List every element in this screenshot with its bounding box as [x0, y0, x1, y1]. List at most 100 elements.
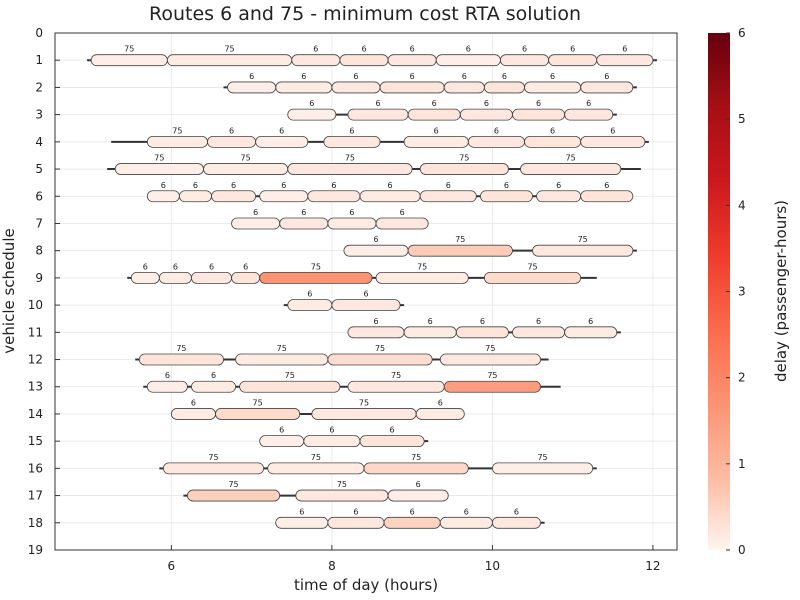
trip-route-label: 6 [410, 507, 415, 516]
trip-bar [375, 217, 429, 230]
trip-route-label: 6 [231, 181, 236, 190]
trip-route-label: 75 [417, 262, 427, 271]
trip-bar [207, 135, 257, 148]
trip-bar [339, 54, 389, 67]
x-tick-label: 8 [328, 559, 336, 573]
trip-bar [435, 54, 501, 67]
trip-route-label: 6 [388, 181, 393, 190]
trip-bar [500, 54, 549, 67]
trip-route-label: 75 [311, 262, 321, 271]
chart-title: Routes 6 and 75 - minimum cost RTA solut… [149, 3, 581, 25]
schedule-bars: 75 75 6 6 6 6 6 6 6 6 6 6 6 6 6 6 6 6 6 6 6 6 6 75 6 6 6 6 6 6 6 75 75 75… [87, 45, 657, 529]
trip-route-label: 6 [373, 235, 378, 244]
y-tick-label: 8 [35, 244, 43, 258]
trip-route-label: 6 [279, 126, 284, 135]
trip-bar [191, 380, 236, 393]
trip-route-label: 75 [578, 235, 588, 244]
trip-bar [114, 163, 204, 175]
y-tick-label: 1 [35, 53, 43, 67]
y-tick-label: 0 [35, 26, 43, 40]
trip-bar [295, 489, 389, 502]
trip-bar [407, 244, 513, 257]
trip-route-label: 6 [173, 262, 178, 271]
trip-route-label: 75 [527, 262, 537, 271]
trip-bar [235, 353, 329, 366]
trip-bar [291, 54, 341, 67]
trip-route-label: 6 [331, 181, 336, 190]
trip-bar [564, 326, 618, 339]
trip-bar [363, 462, 469, 475]
trip-bar [227, 81, 277, 94]
trip-route-label: 75 [124, 45, 134, 54]
trip-route-label: 6 [313, 45, 318, 54]
trip-bar [520, 163, 622, 175]
x-axis: 6 8 10 12 [168, 545, 661, 573]
trip-bar [359, 435, 425, 448]
y-tick-label: 2 [35, 80, 43, 94]
trip-bar [580, 135, 646, 148]
trip-bar [287, 163, 413, 175]
trip-bar [275, 81, 333, 94]
trip-route-label: 6 [363, 290, 368, 299]
trip-bar [536, 190, 582, 203]
trip-route-label: 6 [410, 72, 415, 81]
trip-bar [323, 135, 381, 148]
trip-route-label: 6 [504, 181, 509, 190]
trip-bar [492, 516, 541, 529]
trip-route-label: 6 [610, 126, 615, 135]
trip-route-label: 6 [349, 126, 354, 135]
trip-route-label: 75 [459, 154, 469, 163]
trip-route-label: 75 [176, 344, 186, 353]
trip-route-label: 6 [307, 290, 312, 299]
trip-bar [166, 54, 293, 67]
trip-bar [459, 108, 513, 121]
trip-route-label: 6 [480, 317, 485, 326]
trip-route-label: 75 [359, 398, 369, 407]
trip-route-label: 75 [345, 154, 355, 163]
trip-bar [580, 190, 634, 203]
y-tick-label: 6 [35, 189, 43, 203]
trip-route-label: 6 [301, 72, 306, 81]
trip-route-label: 6 [229, 126, 234, 135]
trip-route-label: 75 [391, 371, 401, 380]
trip-route-label: 6 [373, 317, 378, 326]
trip-bar [146, 190, 180, 203]
y-tick-label: 14 [28, 407, 43, 421]
trip-bar [211, 190, 257, 203]
trip-bar [580, 81, 634, 94]
trip-bar [564, 108, 614, 121]
trip-route-label: 6 [375, 99, 380, 108]
trip-bar [259, 190, 309, 203]
trip-route-label: 6 [299, 507, 304, 516]
trip-bar [467, 135, 525, 148]
trip-bar [343, 244, 409, 257]
y-axis-label: vehicle schedule [0, 228, 18, 353]
trip-route-label: 75 [285, 371, 295, 380]
trip-bar [419, 163, 509, 175]
trip-bar [146, 135, 208, 148]
trip-route-label: 6 [588, 317, 593, 326]
trip-bar [524, 81, 582, 94]
trip-bar [130, 271, 160, 284]
trip-route-label: 6 [281, 181, 286, 190]
y-tick-label: 10 [28, 298, 43, 312]
trip-route-label: 6 [353, 72, 358, 81]
colorbar-tick-label: 1 [738, 457, 746, 471]
trip-bar [259, 271, 373, 284]
trip-route-label: 6 [570, 45, 575, 54]
trip-route-label: 6 [329, 426, 334, 435]
trip-bar [403, 135, 469, 148]
y-tick-label: 18 [28, 516, 43, 530]
colorbar-gradient [708, 33, 730, 550]
trip-route-label: 6 [143, 262, 148, 271]
trip-route-label: 6 [349, 208, 354, 217]
trip-route-label: 75 [208, 453, 218, 462]
trip-route-label: 6 [466, 45, 471, 54]
trip-route-label: 6 [464, 507, 469, 516]
trip-route-label: 6 [279, 426, 284, 435]
y-tick-label: 3 [35, 108, 43, 122]
trip-route-label: 6 [434, 126, 439, 135]
trip-route-label: 75 [487, 371, 497, 380]
y-tick-label: 4 [35, 135, 43, 149]
